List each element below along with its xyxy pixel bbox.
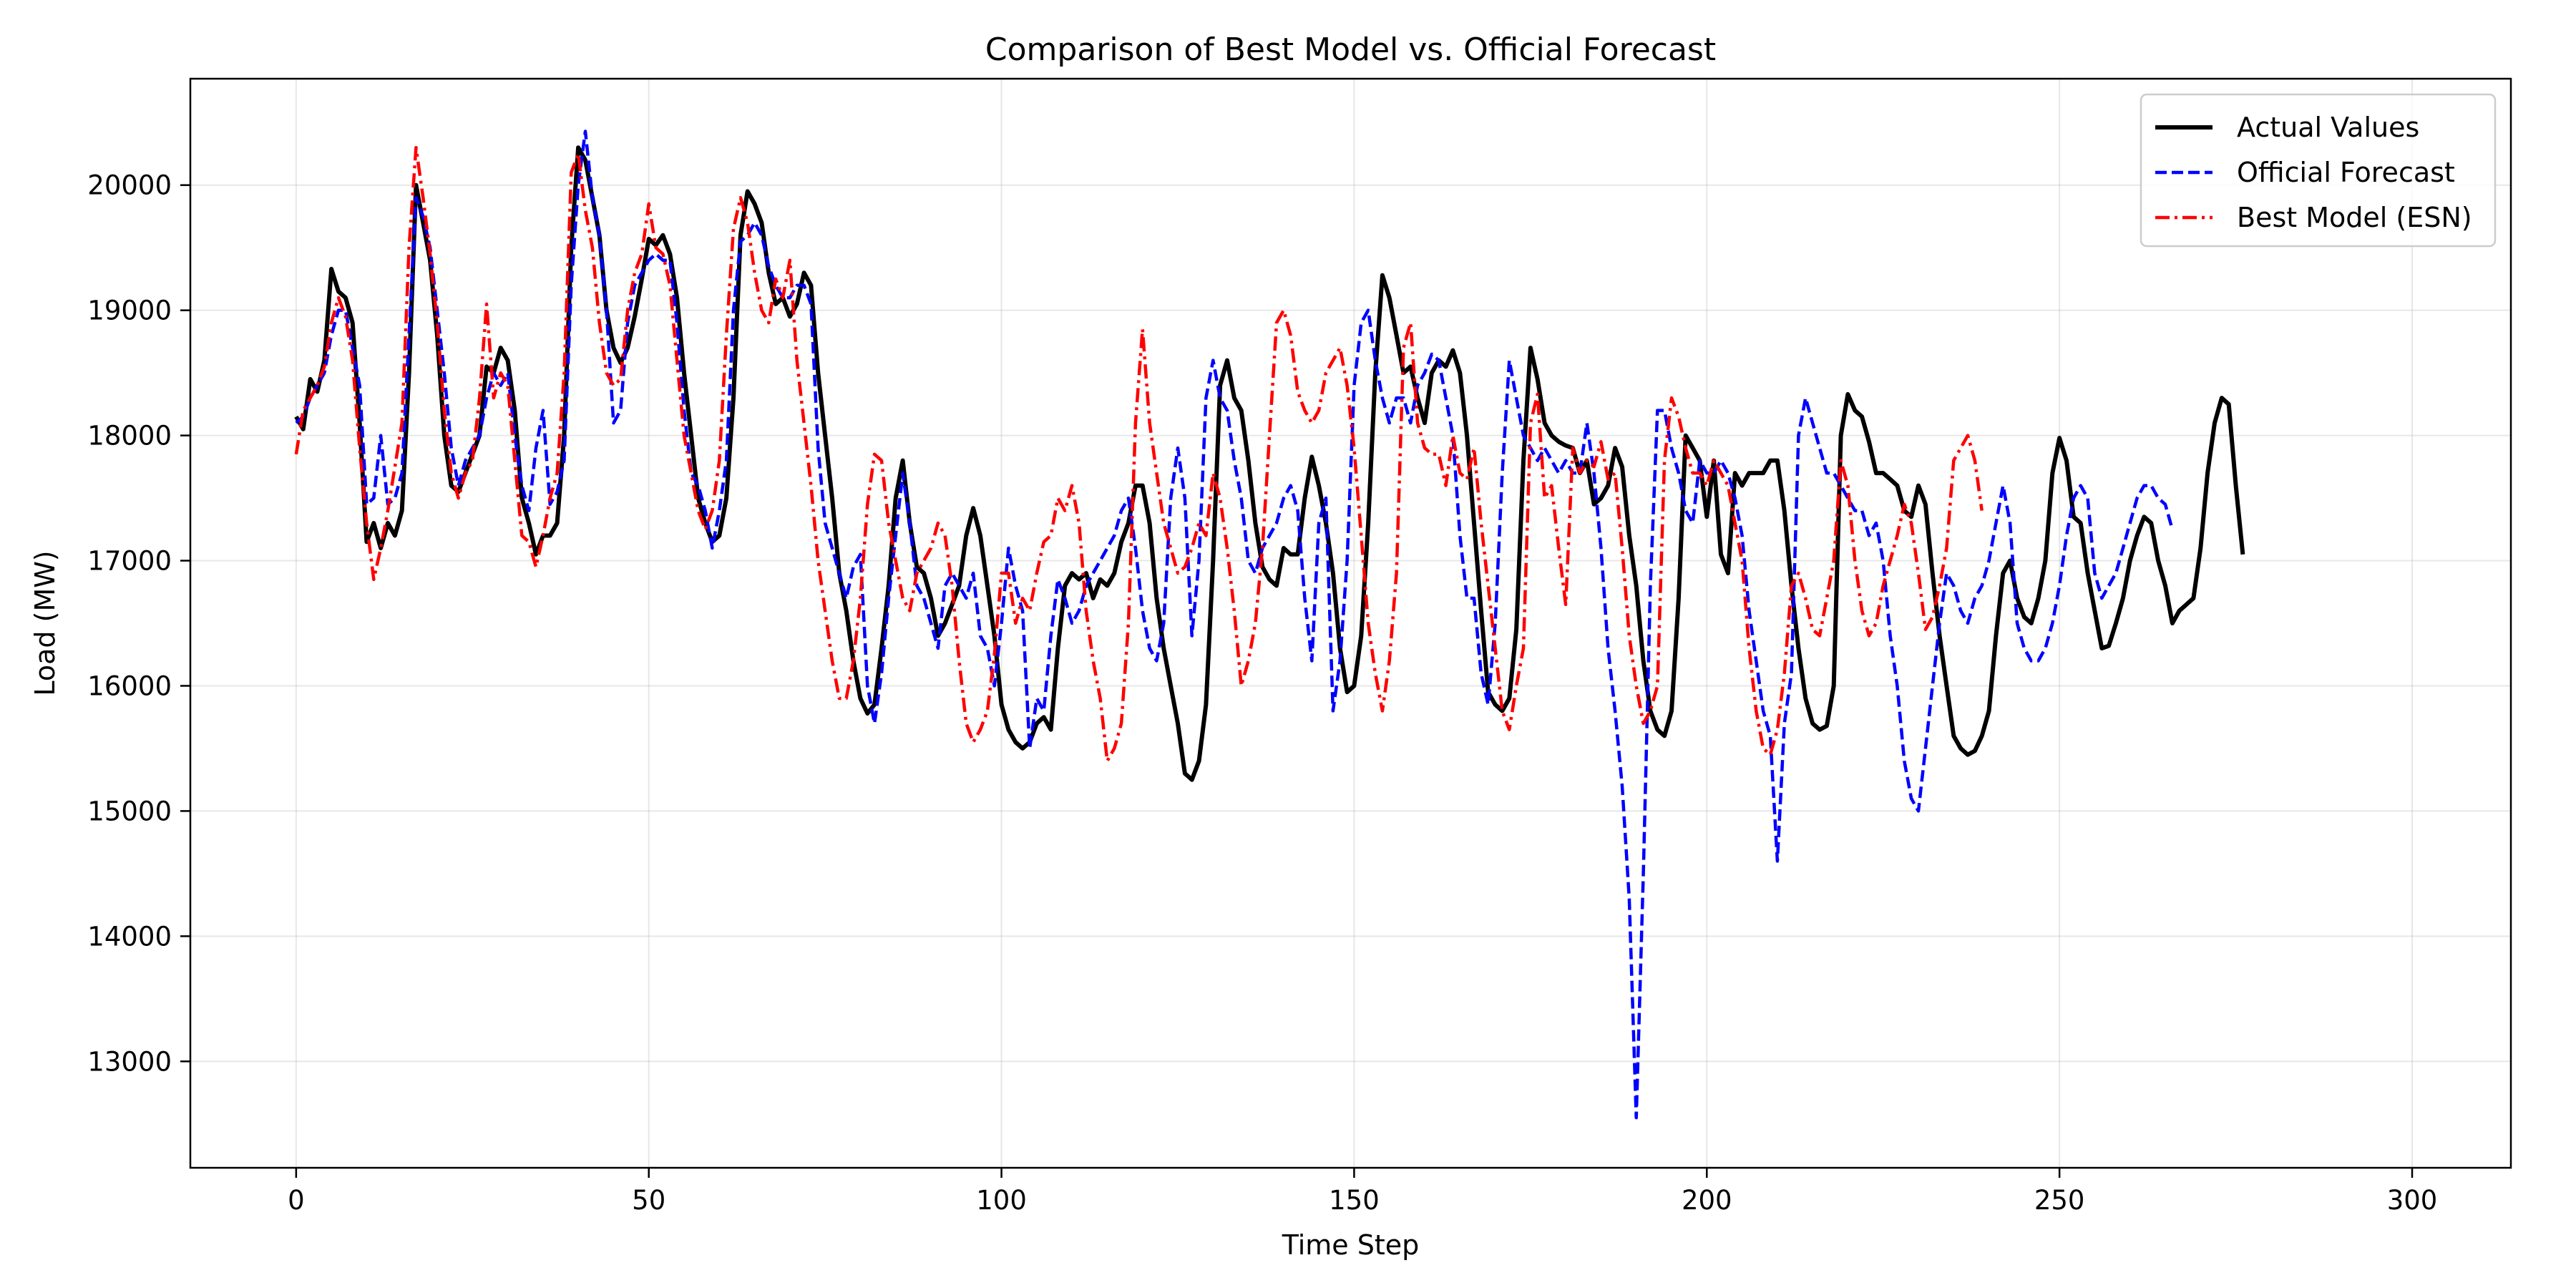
x-axis-label: Time Step — [1282, 1229, 1420, 1261]
y-tick-label: 18000 — [87, 421, 172, 452]
y-axis-label: Load (MW) — [29, 550, 61, 696]
x-tick-label: 200 — [1682, 1185, 1732, 1216]
legend: Actual Values Official Forecast Best Model… — [2140, 93, 2497, 248]
y-tick-label: 20000 — [87, 170, 172, 201]
y-tick-label: 19000 — [87, 296, 172, 326]
legend-box — [2140, 93, 2497, 248]
y-tick-label: 15000 — [87, 796, 172, 826]
x-tick-label: 300 — [2387, 1185, 2438, 1216]
y-tick-label: 17000 — [87, 546, 172, 577]
legend-label: Best Model (ESN) — [2237, 202, 2472, 233]
x-tick-label: 150 — [1329, 1185, 1380, 1216]
grid — [190, 79, 2511, 1168]
axis-ticks: 0 50 100 150 200 250 300 13000 14000 15000 16000 17… — [87, 170, 2437, 1216]
chart-title: Comparison of Best Model vs. Official Fo… — [985, 31, 1716, 68]
series-line-3 — [294, 145, 1984, 763]
series-line-2 — [295, 130, 2175, 1120]
x-tick-label: 50 — [632, 1185, 665, 1216]
legend-label: Actual Values — [2237, 112, 2419, 143]
x-tick-label: 100 — [976, 1185, 1027, 1216]
series-lines — [294, 130, 2245, 1120]
y-tick-label: 16000 — [87, 670, 172, 701]
legend-label: Official Forecast — [2237, 157, 2455, 188]
x-tick-label: 0 — [288, 1185, 305, 1216]
series-line-1 — [294, 145, 2245, 782]
plot-frame — [189, 77, 2512, 1169]
y-tick-label: 13000 — [87, 1046, 172, 1077]
y-tick-label: 14000 — [87, 921, 172, 952]
x-tick-label: 250 — [2034, 1185, 2085, 1216]
